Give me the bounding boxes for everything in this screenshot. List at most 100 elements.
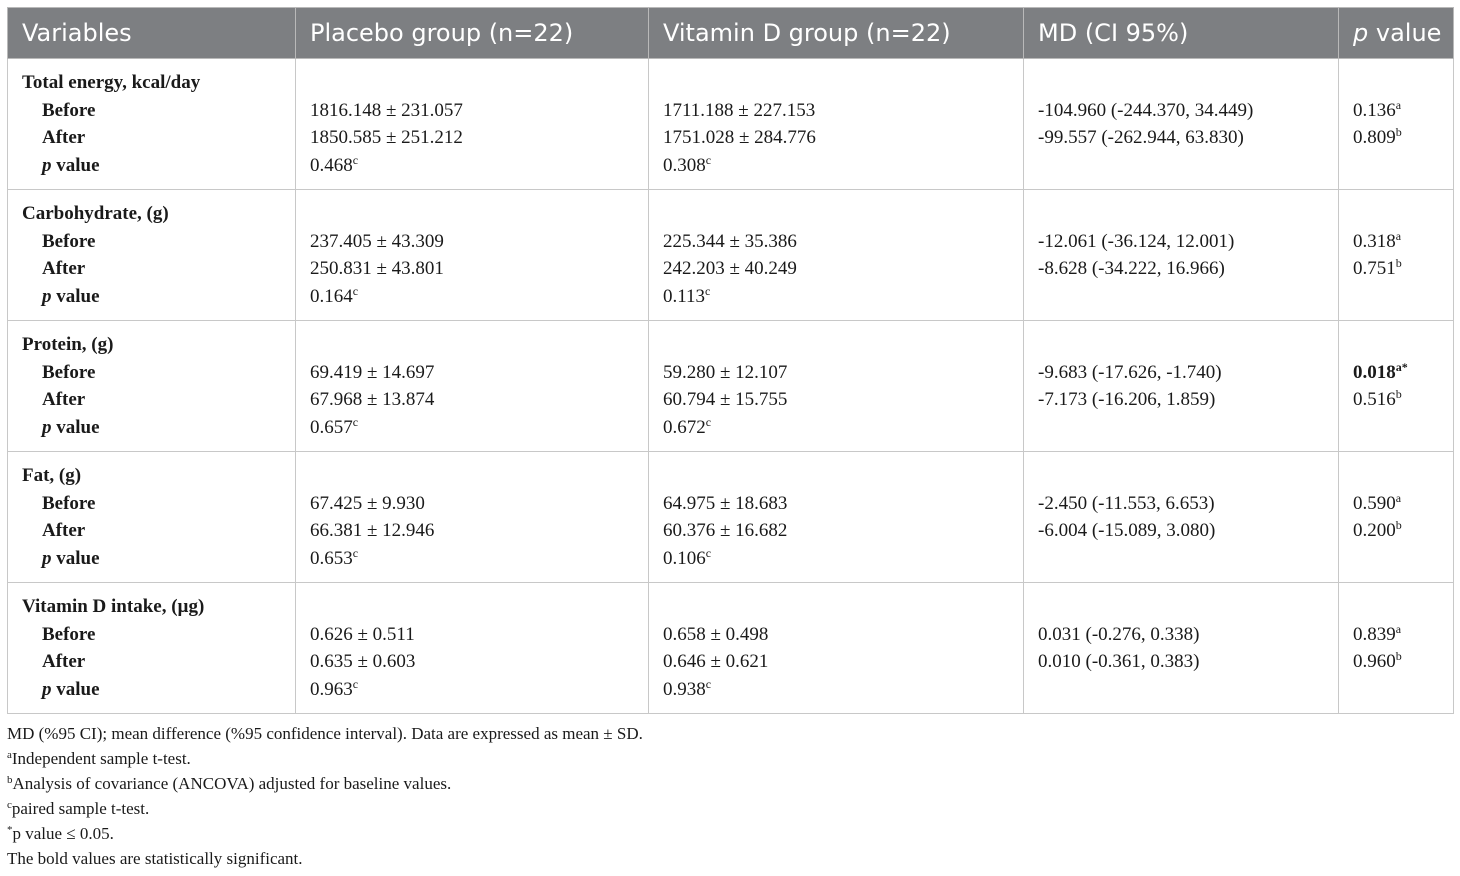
vitd-after: 60.376 ± 16.682 — [663, 520, 788, 542]
md-cell: -9.683 (-17.626, -1.740) -7.173 (-16.206… — [1023, 320, 1339, 452]
label-p-rest: value — [51, 416, 100, 438]
md-after: -6.004 (-15.089, 3.080) — [1038, 520, 1216, 542]
variable-cell: Fat, (g) Before After p value — [7, 451, 296, 583]
pval-after-value: 0.809 — [1353, 127, 1396, 149]
pval-after-value: 0.960 — [1353, 651, 1396, 673]
placebo-p-sup: c — [352, 414, 359, 429]
label-p-italic: p — [42, 678, 52, 700]
placebo-after: 250.831 ± 43.801 — [310, 258, 444, 280]
header-p-value: p value — [1338, 7, 1454, 59]
md-after: -7.173 (-16.206, 1.859) — [1038, 389, 1216, 411]
variable-title: Carbohydrate, (g) — [22, 203, 169, 224]
placebo-p-value: 0.468 — [310, 154, 353, 176]
vitamin-d-cell: 225.344 ± 35.386 242.203 ± 40.249 0.113c — [648, 189, 1024, 321]
header-md: MD (CI 95%) — [1023, 7, 1339, 59]
footnote-a: aIndependent sample t-test. — [7, 746, 643, 771]
label-p-value: p value — [22, 283, 295, 311]
placebo-p-sup: c — [352, 152, 359, 167]
vitd-before: 225.344 ± 35.386 — [663, 230, 797, 252]
vitd-p-value: 0.106 — [663, 547, 706, 569]
label-p-rest: value — [51, 678, 100, 700]
footnote-b-sup: b — [7, 774, 13, 786]
label-before: Before — [42, 230, 96, 252]
placebo-before: 69.419 ± 14.697 — [310, 361, 435, 383]
placebo-p: 0.963c — [310, 676, 648, 704]
placebo-p: 0.653c — [310, 545, 648, 573]
vitd-p-value: 0.113 — [663, 285, 706, 307]
pval-before: 0.136a — [1353, 97, 1453, 125]
footnote-a-sup: a — [7, 749, 12, 761]
footnote-c-sup: c — [7, 799, 12, 811]
vitd-p-value: 0.938 — [663, 678, 706, 700]
footnote-md: MD (%95 CI); mean difference (%95 confid… — [7, 724, 643, 743]
vitd-before: 1711.188 ± 227.153 — [663, 99, 816, 121]
placebo-p-value: 0.657 — [310, 416, 353, 438]
pval-before-significant: 0.018a* — [1353, 359, 1453, 387]
label-p-value: p value — [22, 152, 295, 180]
pval-after-value: 0.200 — [1353, 520, 1396, 542]
pval-before-sup: a* — [1395, 359, 1408, 374]
vitd-p: 0.938c — [663, 676, 1023, 704]
footnote-bold: The bold values are statistically signif… — [7, 849, 303, 868]
header-row: Variables Placebo group (n=22) Vitamin D… — [7, 7, 1454, 59]
md-cell: -12.061 (-36.124, 12.001) -8.628 (-34.22… — [1023, 189, 1339, 321]
label-p-italic: p — [42, 285, 52, 307]
md-after: 0.010 (-0.361, 0.383) — [1038, 651, 1200, 673]
p-value-cell: 0.018a* 0.516b — [1338, 320, 1454, 452]
footnote-star: *p value ≤ 0.05. — [7, 821, 643, 846]
label-p-value: p value — [22, 676, 295, 704]
vitd-after: 60.794 ± 15.755 — [663, 389, 788, 411]
variable-title: Total energy, kcal/day — [22, 72, 201, 93]
placebo-cell: 67.425 ± 9.930 66.381 ± 12.946 0.653c — [295, 451, 649, 583]
placebo-after: 67.968 ± 13.874 — [310, 389, 435, 411]
vitd-p-sup: c — [705, 676, 712, 691]
pval-after-sup: b — [1395, 518, 1402, 533]
vitd-p: 0.113c — [663, 283, 1023, 311]
label-p-italic: p — [42, 416, 52, 438]
vitd-p-sup: c — [705, 414, 712, 429]
footnote-c-text: paired sample t-test. — [11, 799, 150, 818]
pval-before: 0.839a — [1353, 621, 1453, 649]
pval-before-sup: a — [1395, 621, 1402, 636]
md-after: -8.628 (-34.222, 16.966) — [1038, 258, 1225, 280]
variable-title: Fat, (g) — [22, 465, 82, 486]
variable-title: Protein, (g) — [22, 334, 114, 355]
label-after: After — [42, 389, 86, 411]
label-p-rest: value — [51, 154, 100, 176]
label-p-rest: value — [51, 285, 100, 307]
label-before: Before — [42, 623, 96, 645]
label-p-italic: p — [42, 154, 52, 176]
label-p-value: p value — [22, 414, 295, 442]
pval-before-sup: a — [1395, 228, 1402, 243]
placebo-p: 0.468c — [310, 152, 648, 180]
pval-before-value: 0.590 — [1353, 492, 1396, 514]
md-after: -99.557 (-262.944, 63.830) — [1038, 127, 1244, 149]
variable-cell: Total energy, kcal/day Before After p va… — [7, 58, 296, 190]
label-after: After — [42, 258, 86, 280]
vitd-p-value: 0.672 — [663, 416, 706, 438]
variable-title: Vitamin D intake, (µg) — [22, 596, 205, 617]
md-cell: 0.031 (-0.276, 0.338) 0.010 (-0.361, 0.3… — [1023, 582, 1339, 714]
pval-after-sup: b — [1395, 387, 1402, 402]
p-value-cell: 0.839a 0.960b — [1338, 582, 1454, 714]
pval-before: 0.590a — [1353, 490, 1453, 518]
vitd-before: 59.280 ± 12.107 — [663, 361, 788, 383]
pval-before-value: 0.839 — [1353, 623, 1396, 645]
table-row: Vitamin D intake, (µg) Before After p va… — [7, 582, 1454, 714]
placebo-p-value: 0.963 — [310, 678, 353, 700]
placebo-p-value: 0.164 — [310, 285, 353, 307]
pval-before-value: 0.136 — [1353, 99, 1396, 121]
vitd-p-sup: c — [705, 283, 711, 298]
placebo-p-sup: c — [352, 545, 359, 560]
label-after: After — [42, 127, 86, 149]
md-cell: -104.960 (-244.370, 34.449) -99.557 (-26… — [1023, 58, 1339, 190]
p-value-cell: 0.136a 0.809b — [1338, 58, 1454, 190]
pval-after: 0.516b — [1353, 386, 1453, 414]
label-p-rest: value — [51, 547, 100, 569]
md-before: -104.960 (-244.370, 34.449) — [1038, 99, 1254, 121]
label-p-italic: p — [42, 547, 52, 569]
variable-cell: Vitamin D intake, (µg) Before After p va… — [7, 582, 296, 714]
label-before: Before — [42, 361, 96, 383]
md-before: 0.031 (-0.276, 0.338) — [1038, 623, 1200, 645]
vitd-p-value: 0.308 — [663, 154, 706, 176]
